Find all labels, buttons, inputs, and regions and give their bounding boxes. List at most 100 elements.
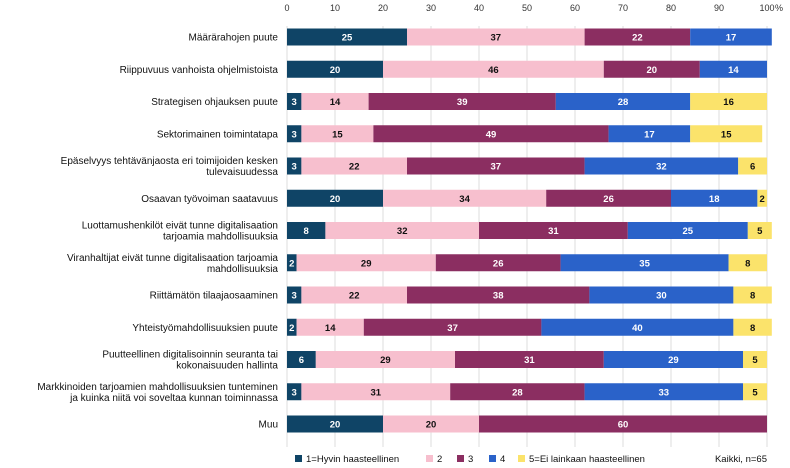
bar-segment [407, 28, 585, 46]
data-label: 32 [656, 162, 667, 173]
bar-segment [287, 157, 302, 175]
x-tick-label: 30 [426, 3, 436, 13]
x-tick-label: 10 [330, 3, 340, 13]
bar-segment [546, 189, 671, 207]
data-label: 2 [289, 258, 294, 269]
category-label: Markkinoiden tarjoamien mahdollisuuksien… [37, 382, 278, 393]
bar-segment [560, 254, 729, 272]
data-label: 3 [292, 97, 297, 108]
category-label: tarjoamia mahdollisuuksia [163, 232, 278, 243]
data-label: 2 [760, 194, 765, 205]
data-label: 14 [728, 65, 739, 76]
bar-segment [455, 351, 604, 368]
data-label: 14 [325, 323, 336, 334]
category-label: Luottamushenkilöt eivät tunne digitalisa… [82, 221, 278, 232]
bar-segment [287, 351, 316, 368]
legend-label: 4 [500, 454, 505, 465]
bar-segment [287, 93, 302, 110]
category-label: mahdollisuuksia [207, 264, 279, 275]
data-label: 29 [361, 258, 372, 269]
x-tick-label: 90 [714, 3, 724, 13]
data-label: 18 [709, 194, 720, 205]
bar-segment [287, 28, 407, 46]
category-label: Sektorimainen toimintatapa [157, 129, 279, 140]
legend-swatch [295, 455, 302, 462]
category-label: ja kuinka niitä voi soveltaa kunnan toim… [69, 393, 278, 404]
x-unit-label: % [775, 3, 783, 13]
bar-segment [301, 157, 407, 175]
data-label: 26 [493, 258, 504, 269]
bar-segment [690, 125, 763, 143]
data-label: 20 [330, 65, 341, 76]
legend-swatch [518, 455, 525, 462]
bar-segment [301, 286, 407, 304]
bar-segment [747, 222, 772, 239]
data-label: 35 [639, 258, 650, 269]
data-label: 3 [292, 129, 297, 140]
bar-segment [301, 125, 374, 143]
legend-label: 1=Hyvin haasteellinen [306, 454, 399, 465]
category-label: Muu [259, 420, 278, 431]
bar-segment [363, 318, 542, 336]
x-tick-label: 20 [378, 3, 388, 13]
data-label: 46 [488, 65, 499, 76]
bar-segment [383, 60, 604, 78]
data-label: 22 [349, 291, 360, 302]
data-label: 32 [397, 226, 408, 237]
data-label: 5 [752, 387, 758, 398]
x-tick-label: 50 [522, 3, 532, 13]
data-label: 3 [292, 162, 297, 173]
x-tick-label: 70 [618, 3, 628, 13]
data-label: 14 [330, 97, 341, 108]
data-label: 31 [371, 387, 382, 398]
bar-segment [589, 286, 734, 304]
bar-segment [287, 286, 302, 304]
data-label: 8 [750, 291, 755, 302]
legend-label: 3 [468, 454, 473, 465]
data-label: 28 [618, 97, 629, 108]
data-label: 26 [603, 194, 614, 205]
x-tick-label: 40 [474, 3, 484, 13]
bar-segment [325, 222, 479, 239]
bar-segment [383, 189, 547, 207]
bar-segment [603, 60, 700, 78]
bar-segment [555, 93, 691, 110]
category-label: Viranhaltijat eivät tunne digitalisaatio… [67, 253, 278, 264]
bar-segment [301, 383, 451, 401]
bar-segment [315, 351, 455, 368]
category-label: tulevaisuudessa [206, 167, 278, 178]
bar-segment [627, 222, 748, 239]
data-label: 37 [491, 33, 502, 44]
bar-segment [383, 415, 479, 433]
data-label: 8 [745, 258, 750, 269]
data-label: 40 [632, 323, 643, 334]
data-label: 37 [447, 323, 458, 334]
bar-segment [287, 383, 302, 401]
data-label: 8 [750, 323, 755, 334]
data-label: 25 [342, 33, 353, 44]
data-label: 39 [457, 97, 468, 108]
data-label: 31 [548, 226, 559, 237]
data-label: 17 [726, 33, 737, 44]
category-label: Riittämätön tilaajaosaaminen [150, 291, 278, 302]
data-label: 31 [524, 355, 535, 366]
bar-segment [733, 318, 772, 336]
data-label: 20 [647, 65, 658, 76]
data-label: 34 [459, 194, 470, 205]
category-label: kokonaisuuden hallinta [176, 361, 278, 372]
data-label: 5 [757, 226, 763, 237]
bar-segment [435, 254, 561, 272]
bar-segment [373, 125, 609, 143]
category-labels: Määrärahojen puute Riippuvuus vanhoista o… [37, 33, 278, 431]
category-label: Määrärahojen puute [188, 33, 278, 44]
data-label: 49 [486, 129, 497, 140]
legend-swatch [457, 455, 464, 462]
category-label: Riippuvuus vanhoista ohjelmistoista [120, 65, 279, 76]
legend-label: 5=Ei lainkaan haasteellinen [529, 454, 645, 465]
bar-segment [603, 351, 743, 368]
bar-segment [584, 157, 739, 175]
data-label: 20 [330, 420, 341, 431]
bar-segment [584, 383, 743, 401]
